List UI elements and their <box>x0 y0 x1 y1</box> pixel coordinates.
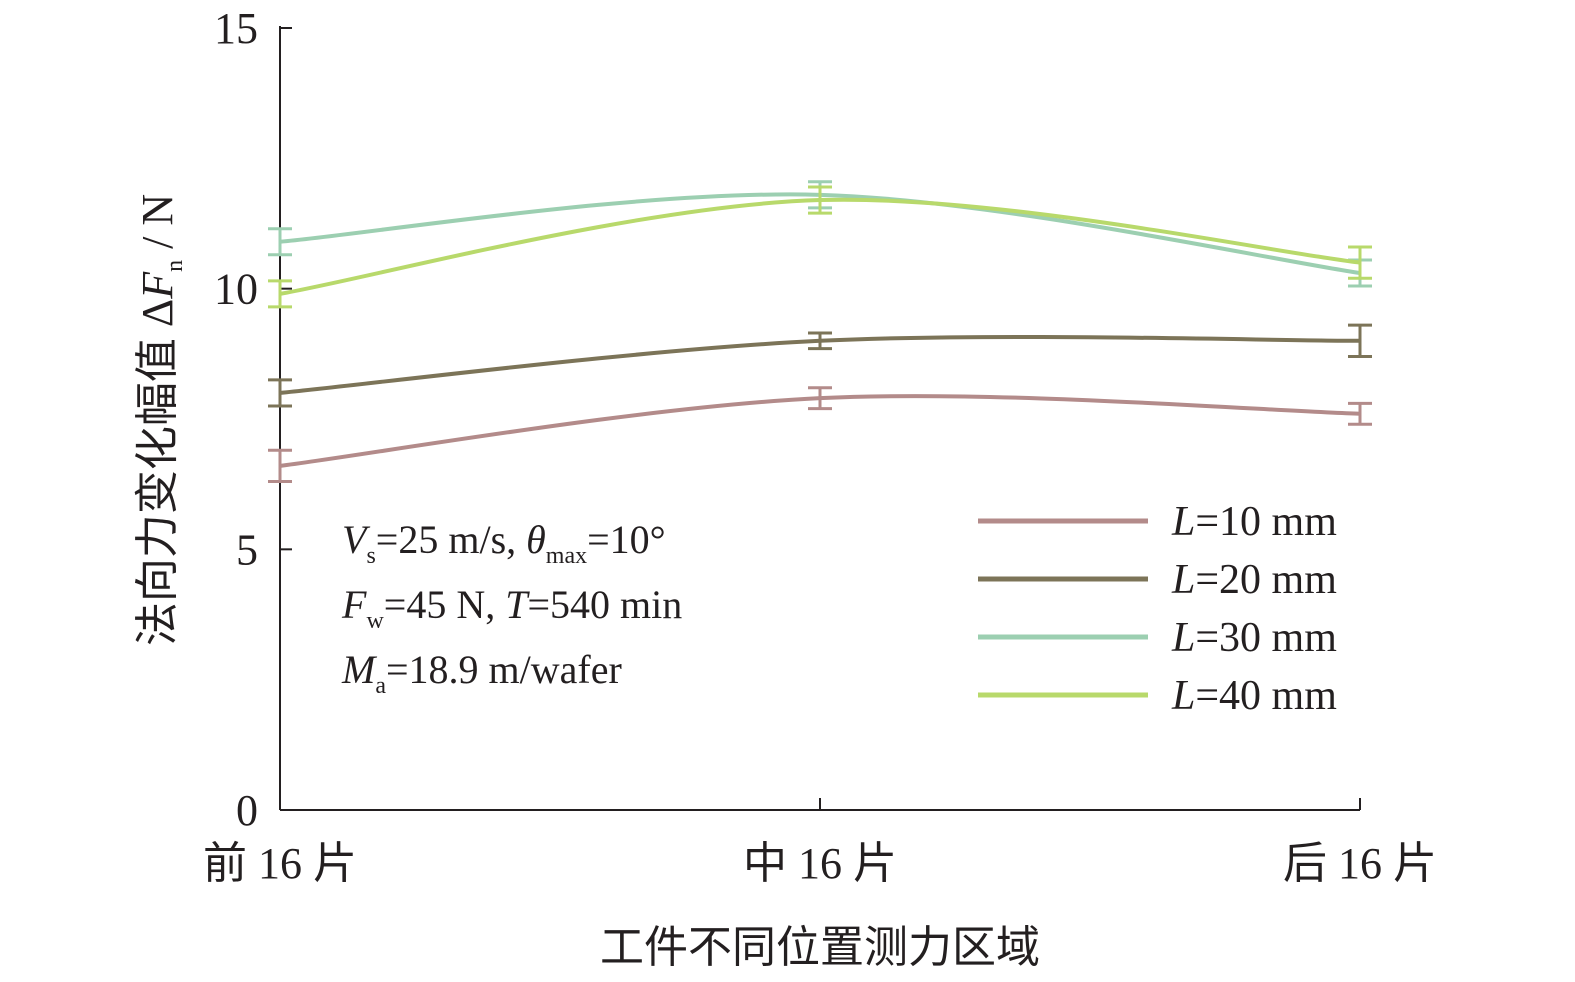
y-tick-label: 15 <box>214 4 258 53</box>
axes: 0 5 10 15 前 16 片 中 16 片 后 16 片 <box>203 4 1437 888</box>
legend-entry: L=40 mm <box>978 673 1337 719</box>
x-axis-title: 工件不同位置测力区域 <box>600 923 1040 972</box>
legend-label: L=40 mm <box>1171 673 1337 719</box>
error-bar <box>808 331 832 351</box>
series-layer <box>268 180 1372 484</box>
legend-label: L=20 mm <box>1171 557 1337 603</box>
legend-label: L=30 mm <box>1171 615 1337 661</box>
legend: L=10 mm L=20 mm L=30 mm L=40 mm <box>978 499 1337 719</box>
error-bar <box>268 227 292 257</box>
legend-entry: L=20 mm <box>978 557 1337 603</box>
error-bar <box>1348 323 1372 358</box>
legend-label: L=10 mm <box>1171 499 1337 545</box>
y-tick-label: 10 <box>214 265 258 314</box>
error-bar <box>1348 401 1372 426</box>
error-bar <box>268 378 292 408</box>
legend-entry: L=30 mm <box>978 615 1337 661</box>
error-bar <box>268 448 292 484</box>
y-tick-label: 5 <box>236 525 258 574</box>
error-bar <box>808 185 832 215</box>
y-tick-label: 0 <box>236 786 258 835</box>
x-tick-label: 后 16 片 <box>1283 839 1437 888</box>
x-tick-label: 中 16 片 <box>743 839 897 888</box>
annotation-line: Fw=45 N, T=540 min <box>341 582 682 634</box>
annotation: Vs=25 m/s, θmax=10° Fw=45 N, T=540 min Ma=… <box>341 517 682 699</box>
error-bar <box>1348 245 1372 280</box>
annotation-line: Vs=25 m/s, θmax=10° <box>342 517 666 569</box>
error-bar <box>268 279 292 309</box>
annotation-line: Ma=18.9 m/wafer <box>341 647 622 699</box>
x-tick-label: 前 16 片 <box>203 839 357 888</box>
y-axis-title: 法向力变化幅值 ΔFn / N <box>133 194 188 646</box>
legend-entry: L=10 mm <box>978 499 1337 545</box>
error-bar <box>808 386 832 411</box>
